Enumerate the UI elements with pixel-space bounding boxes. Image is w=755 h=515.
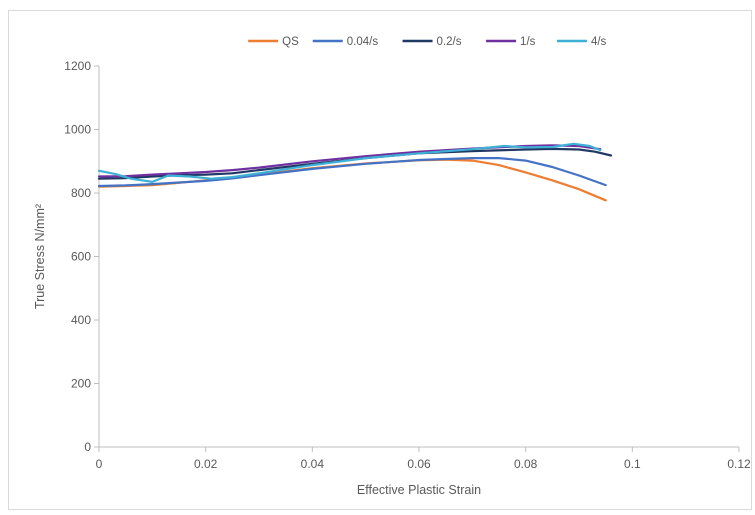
y-axis-ticks: 0 200 400 600 800 1000 1200	[64, 59, 99, 454]
y-tick-label: 1200	[64, 59, 91, 73]
series-line-4	[97, 142, 602, 183]
series-line-3	[97, 144, 602, 178]
legend-label: 1/s	[520, 36, 536, 48]
legend-label: 4/s	[591, 36, 607, 48]
line-chart: QS 0.04/s 0.2/s 1/s 4/s 0 0.02 0.04 0.06 0.08 0.1…	[33, 36, 751, 497]
legend-label: QS	[282, 36, 299, 48]
legend: QS 0.04/s 0.2/s 1/s 4/s	[248, 36, 607, 48]
plot-area: 0 0.02 0.04 0.06 0.08 0.1 0.12 0 200 400 600 800 10…	[64, 59, 751, 471]
legend-item: 0.04/s	[312, 36, 379, 48]
series-group	[97, 142, 613, 202]
y-tick-label: 800	[71, 186, 91, 200]
y-tick-label: 400	[71, 313, 91, 327]
x-tick-label: 0.12	[727, 457, 751, 471]
x-tick-label: 0.1	[624, 457, 641, 471]
legend-item: 4/s	[556, 36, 607, 48]
y-tick-label: 200	[71, 377, 91, 391]
legend-label: 0.2/s	[437, 36, 462, 48]
legend-label: 0.04/s	[347, 36, 379, 48]
y-tick-label: 1000	[64, 123, 91, 137]
y-axis-title: True Stress N/mm²	[33, 204, 47, 309]
x-tick-label: 0.02	[194, 457, 218, 471]
chart-frame: QS 0.04/s 0.2/s 1/s 4/s 0 0.02 0.04 0.06 0.08 0.1…	[8, 10, 752, 510]
x-tick-label: 0	[96, 457, 103, 471]
legend-item: 0.2/s	[402, 36, 462, 48]
x-tick-label: 0.04	[301, 457, 325, 471]
series-line-1	[97, 157, 607, 188]
y-tick-label: 600	[71, 250, 91, 264]
x-axis-ticks: 0 0.02 0.04 0.06 0.08 0.1 0.12	[96, 447, 751, 471]
legend-item: QS	[248, 36, 299, 48]
x-axis-title: Effective Plastic Strain	[357, 483, 481, 497]
legend-item: 1/s	[486, 36, 536, 48]
x-tick-label: 0.08	[514, 457, 538, 471]
y-tick-label: 0	[84, 440, 91, 454]
x-tick-label: 0.06	[407, 457, 431, 471]
